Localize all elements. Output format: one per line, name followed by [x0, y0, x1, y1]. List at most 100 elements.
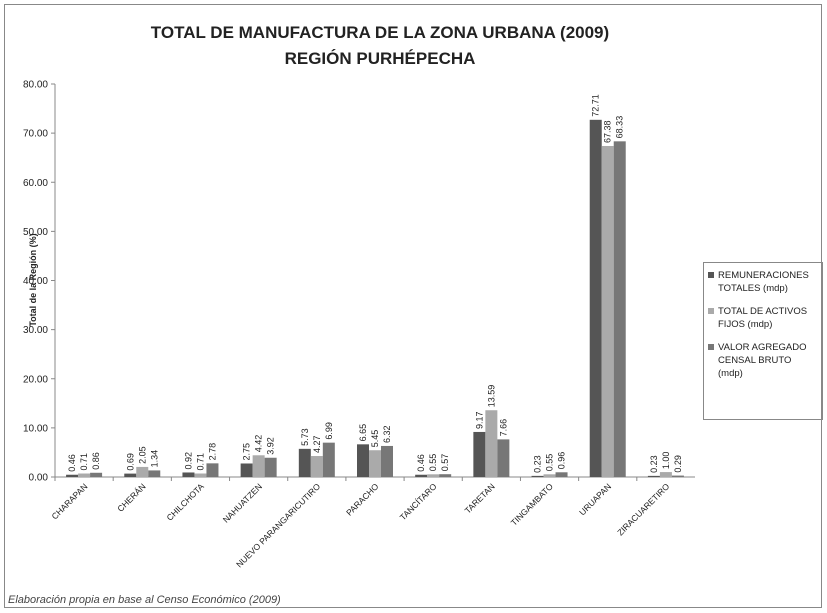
- bar: [381, 445, 393, 477]
- bar: [136, 466, 149, 477]
- data-label: 9.17: [474, 411, 484, 429]
- data-label: 0.96: [557, 452, 567, 470]
- data-label: 0.29: [673, 455, 683, 473]
- legend-swatch: [708, 344, 714, 350]
- bar: [427, 474, 440, 477]
- y-tick-label: 50.00: [23, 227, 48, 238]
- data-label: 6.99: [324, 422, 334, 440]
- bar: [589, 119, 602, 477]
- data-label: 13.59: [486, 385, 496, 408]
- legend-item: TOTAL DE ACTIVOS FIJOS (mdp): [708, 305, 818, 331]
- bar: [322, 442, 335, 477]
- x-tick-label: CHERÁN: [115, 481, 147, 513]
- bar: [613, 141, 626, 478]
- data-label: 7.66: [498, 419, 508, 437]
- legend-swatch: [708, 272, 714, 278]
- data-label: 0.23: [649, 455, 659, 473]
- bar: [310, 456, 323, 477]
- data-label: 6.32: [382, 425, 392, 443]
- data-label: 3.92: [266, 437, 276, 455]
- data-label: 0.57: [440, 454, 450, 472]
- data-label: 1.34: [149, 450, 159, 468]
- x-tick-label: CHILCHOTA: [165, 481, 207, 523]
- bar: [531, 475, 544, 477]
- data-label: 5.45: [370, 430, 380, 448]
- y-tick-label: 30.00: [23, 325, 48, 336]
- data-label: 4.27: [312, 435, 322, 453]
- y-tick-label: 60.00: [23, 178, 48, 189]
- data-label: 6.65: [358, 424, 368, 442]
- data-label: 68.33: [615, 116, 625, 139]
- data-label: 0.46: [67, 454, 77, 472]
- x-tick-label: URUAPAN: [577, 481, 613, 517]
- legend-label: REMUNERACIONES TOTALES (mdp): [718, 270, 809, 294]
- bar: [206, 463, 219, 477]
- bar: [66, 474, 79, 477]
- bar: [473, 431, 486, 477]
- y-axis-label: Total de la Región (%): [28, 233, 38, 326]
- bar: [659, 472, 672, 477]
- bar: [543, 474, 556, 477]
- data-label: 0.46: [416, 454, 426, 472]
- x-tick-label: PARACHO: [344, 481, 381, 518]
- data-label: 2.78: [207, 443, 217, 461]
- bar: [671, 475, 684, 477]
- bar: [194, 473, 207, 477]
- legend-label: TOTAL DE ACTIVOS FIJOS (mdp): [718, 306, 808, 330]
- x-tick-label: TANCÍTARO: [398, 481, 439, 522]
- data-label: 67.38: [603, 120, 613, 143]
- bar: [647, 475, 660, 477]
- x-tick-label: CHARAPAN: [49, 481, 89, 521]
- legend: REMUNERACIONES TOTALES (mdp) TOTAL DE ACT…: [703, 262, 823, 420]
- data-label: 0.55: [428, 454, 438, 472]
- data-label: 0.71: [79, 453, 89, 471]
- y-tick-label: 10.00: [23, 423, 48, 434]
- data-label: 4.42: [254, 435, 264, 453]
- bar: [555, 472, 568, 477]
- x-tick-label: ZIRACUARETIRO: [615, 481, 671, 537]
- data-label: 0.69: [125, 453, 135, 471]
- data-label: 1.00: [661, 452, 671, 470]
- bar: [90, 472, 103, 477]
- data-label: 0.55: [545, 454, 555, 472]
- chart-title: TOTAL DE MANUFACTURA DE LA ZONA URBANA (…: [150, 23, 610, 68]
- bar: [357, 444, 369, 477]
- bar: [415, 474, 428, 477]
- x-tick-label: NAHUATZEN: [221, 481, 264, 524]
- data-label: 2.05: [137, 446, 147, 464]
- bar: [78, 473, 91, 477]
- bar: [124, 473, 137, 477]
- x-tick-label: TARETAN: [463, 481, 497, 515]
- bar: [485, 410, 498, 477]
- bar: [240, 463, 253, 477]
- data-label: 0.92: [183, 452, 193, 470]
- legend-item: REMUNERACIONES TOTALES (mdp): [708, 269, 818, 295]
- data-label: 5.73: [300, 428, 310, 446]
- footnote: Elaboración propia en base al Censo Econ…: [8, 594, 281, 606]
- data-label: 72.71: [591, 94, 601, 117]
- y-tick-label: 40.00: [23, 276, 48, 287]
- y-tick-label: 70.00: [23, 129, 48, 140]
- x-tick-label: TINGAMBATO: [509, 481, 556, 528]
- bar: [439, 474, 452, 477]
- bar: [369, 450, 381, 477]
- legend-swatch: [708, 308, 714, 314]
- bar: [182, 472, 195, 477]
- data-label: 2.75: [242, 443, 252, 461]
- y-tick-label: 20.00: [23, 374, 48, 385]
- bar: [252, 455, 265, 477]
- data-label: 0.71: [195, 453, 205, 471]
- chart-frame: [4, 4, 822, 608]
- data-label: 0.86: [91, 452, 101, 470]
- bar: [264, 457, 277, 477]
- bar: [497, 439, 510, 477]
- y-tick-label: 80.00: [23, 80, 48, 91]
- bar: [601, 145, 614, 478]
- legend-item: VALOR AGREGADO CENSAL BRUTO (mdp): [708, 341, 818, 380]
- bar: [148, 470, 161, 477]
- data-label: 0.23: [533, 455, 543, 473]
- y-tick-label: 0.00: [29, 473, 49, 484]
- bar: [298, 448, 311, 477]
